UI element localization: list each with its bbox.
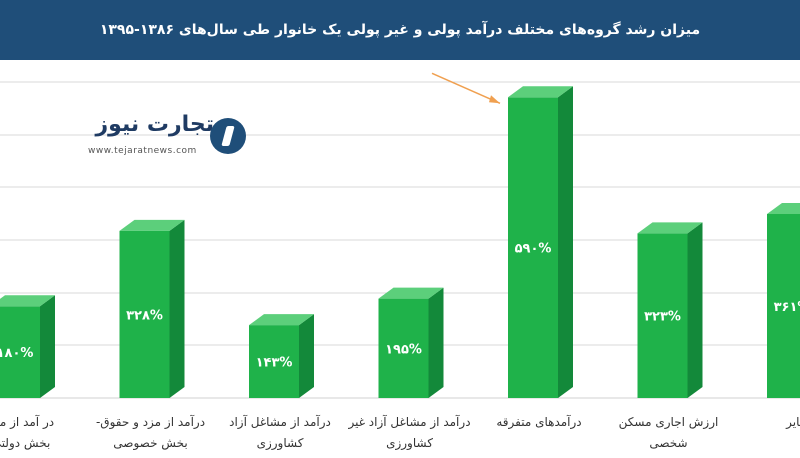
bar-side [428,287,444,398]
tick-label: سایر [785,415,800,430]
bar: ۳۶۱% [767,203,800,398]
chart-header: میزان رشد گروه‌های مختلف درآمد پولی و غی… [0,0,800,60]
bar-front [249,325,299,398]
tejaratnews-logo: تجارت نیوز www.tejaratnews.com [86,112,246,174]
bar-front [767,214,800,398]
bar: ۳۲۸% [119,219,185,398]
bar: ۱۹۵% [378,287,444,398]
data-label: ۱۴۳% [256,356,293,371]
bar-top [378,287,444,299]
tick-label: درآمد از مشاغل آزاد غیر [347,414,470,430]
bar-front [508,97,558,399]
data-label: ۵۹۰% [515,242,552,257]
bar-top [249,314,314,326]
chart-title: میزان رشد گروه‌های مختلف درآمد پولی و غی… [99,22,701,38]
tick-label: درآمد از مشاغل آزاد [229,414,331,430]
data-label: ۳۲۳% [644,310,681,325]
tick-label: بخش خصوصی [113,436,187,451]
logo-badge-icon [210,118,246,154]
tick-label: بخش دولتی [0,436,50,451]
tick-label: کشاورزی [257,436,304,451]
bar: ۵۹۰% [508,86,573,399]
tick-label: کشاورزی [386,436,433,451]
data-label: ۳۶۱% [774,300,800,315]
bar-front [119,230,170,398]
bar-top [637,222,703,234]
arrow-head [489,95,500,104]
tick-label: در آمد از مزد [0,414,54,430]
data-label: ۱۸۰% [0,346,33,361]
bar-top [0,295,55,307]
bar-front [0,306,40,398]
bars: ۱۸۰% ۳۲۸% ۱۴۳% ۱۹۵% ۵۹۰% ۳۲۳% ۳۶۱% [0,86,800,399]
bar-front [637,233,688,398]
tick-label: درآمدهای متفرقه [496,414,581,430]
data-label: ۱۹۵% [385,342,422,357]
bar-side [40,295,55,398]
tick-label: شخصی [649,436,687,450]
bar: ۱۸۰% [0,295,55,398]
tick-label: ارزش اجاری مسکن [619,415,719,430]
category-labels: در آمد از مزد بخش دولتی درآمد از مزد و حقو… [0,414,800,451]
logo-url: www.tejaratnews.com [88,146,197,156]
bar: ۱۴۳% [249,314,314,398]
tick-label: درآمد از مزد و حقوق- [96,414,205,430]
bar-side [558,86,573,399]
bar-side [299,314,314,398]
bar-side [169,219,185,398]
arrow-line [431,72,501,104]
bar-top [767,203,800,215]
highlight-arrow [431,72,501,104]
bar: ۳۲۳% [637,222,703,398]
logo-text: تجارت نیوز [95,112,214,137]
data-label: ۳۲۸% [126,308,163,323]
bar-top [508,86,573,98]
bar-front [378,298,429,398]
bar-top [119,219,185,231]
bar-side [687,222,703,398]
